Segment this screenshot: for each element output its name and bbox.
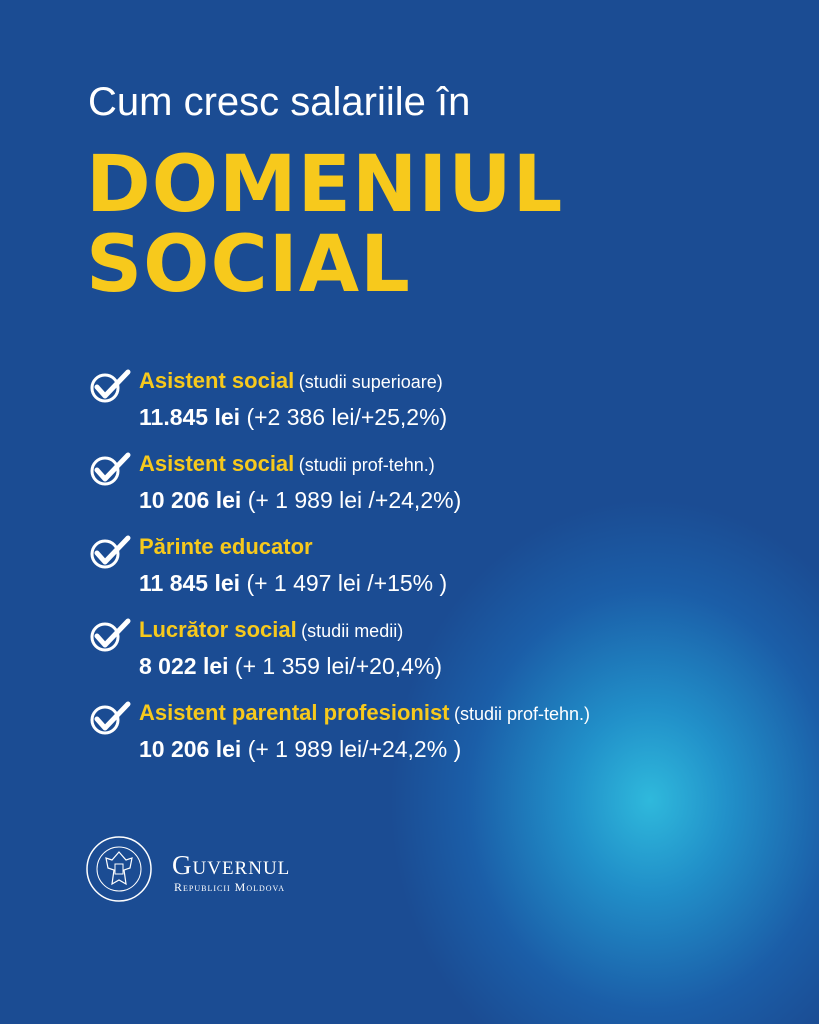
- role: Lucrător social: [139, 617, 297, 642]
- logo-subtitle: Republicii Moldova: [174, 880, 286, 894]
- item-salary: 8 022 lei (+ 1 359 lei/+20,4%): [139, 653, 442, 680]
- note: (studii prof-tehn.): [298, 455, 435, 475]
- item-heading: Părinte educator: [139, 534, 313, 560]
- role: Asistent parental profesionist: [139, 700, 450, 725]
- note: (studii prof-tehn.): [453, 704, 591, 724]
- note: (studii superioare): [298, 372, 443, 392]
- change: (+ 1 359 lei/+20,4%): [234, 653, 443, 679]
- item-heading: Asistent social (studii prof-tehn.): [139, 451, 435, 477]
- salary: 11.845 lei: [139, 404, 241, 430]
- salary: 10 206 lei: [139, 736, 242, 762]
- role: Asistent social: [139, 368, 295, 393]
- check-icon: [90, 701, 131, 735]
- change: (+2 386 lei/+25,2%): [246, 404, 448, 430]
- title: SOCIAL: [86, 220, 411, 310]
- item-salary: 11.845 lei (+2 386 lei/+25,2%): [139, 404, 447, 431]
- salary: 10 206 lei: [139, 487, 242, 513]
- change: (+ 1 989 lei /+24,2%): [247, 487, 462, 513]
- role: Părinte educator: [139, 534, 313, 559]
- role: Asistent social: [139, 451, 295, 476]
- emblem: [86, 836, 152, 902]
- item-salary: 10 206 lei (+ 1 989 lei/+24,2% ): [139, 736, 461, 763]
- salary: 11 845 lei: [139, 570, 241, 596]
- check-icon: [90, 618, 131, 652]
- change: (+ 1 989 lei/+24,2% ): [247, 736, 462, 762]
- check-icon: [90, 369, 131, 403]
- note: (studii medii): [301, 621, 404, 641]
- logo-text: Guvernul: [172, 850, 291, 880]
- check-icon: [90, 452, 131, 486]
- check-icon: [90, 535, 131, 569]
- item-heading: Asistent parental profesionist (studii p…: [139, 700, 590, 726]
- subtitle: Cum cresc salariile în: [88, 80, 471, 124]
- item-salary: 11 845 lei (+ 1 497 lei /+15% ): [139, 570, 447, 597]
- item-salary: 10 206 lei (+ 1 989 lei /+24,2%): [139, 487, 461, 514]
- item-heading: Lucrător social (studii medii): [139, 617, 403, 643]
- change: (+ 1 497 lei /+15% ): [246, 570, 448, 596]
- item-heading: Asistent social (studii superioare): [139, 368, 443, 394]
- title: DOMENIUL: [86, 140, 564, 230]
- salary: 8 022 lei: [139, 653, 229, 679]
